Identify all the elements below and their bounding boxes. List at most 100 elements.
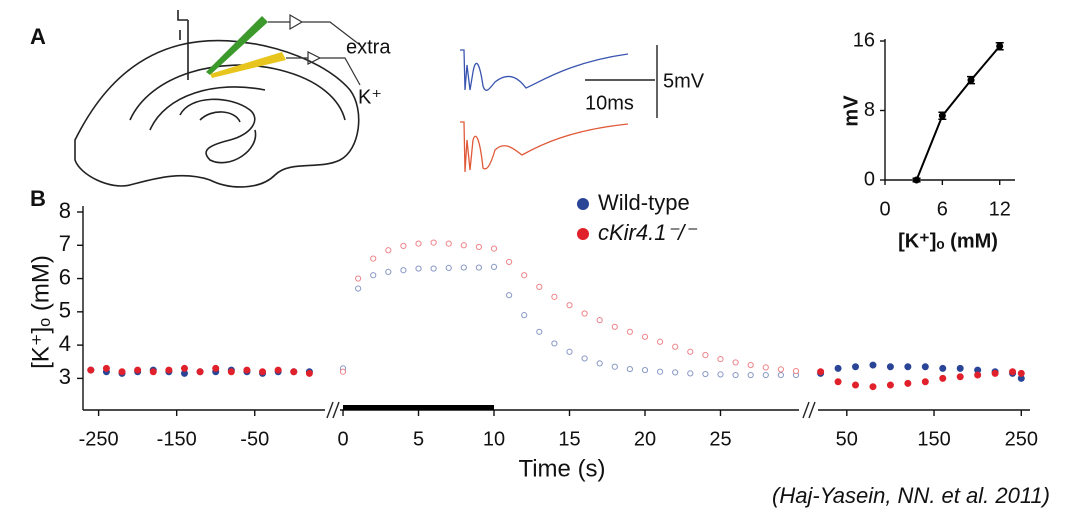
axis-breaks (326, 401, 816, 419)
point (702, 370, 709, 378)
x-tick-label: 150 (917, 428, 950, 450)
point (1017, 369, 1025, 377)
fit-line (915, 45, 1001, 181)
point (747, 361, 754, 369)
x-axis-label: Time (s) (518, 455, 605, 482)
point (1009, 368, 1017, 376)
point (626, 328, 633, 335)
point (536, 283, 543, 290)
point (370, 272, 377, 279)
x-tick-label: 5 (413, 428, 424, 450)
point (939, 374, 947, 382)
x-tick-label: 250 (1005, 428, 1038, 450)
amplifier-lines (268, 13, 361, 86)
point (415, 265, 422, 272)
point (938, 112, 946, 120)
point (974, 371, 982, 379)
point (762, 364, 769, 371)
point (212, 364, 220, 372)
point (921, 363, 929, 371)
point (672, 369, 679, 376)
legend-label: cKir4.1⁻/⁻ (598, 220, 698, 245)
citation: (Haj-Yasein, NN. et al. 2011) (772, 483, 1050, 508)
point (611, 363, 618, 370)
point (385, 247, 392, 254)
x-axis-label: [K⁺]ₒ (mM) (898, 230, 998, 252)
point (460, 264, 467, 271)
point (641, 366, 649, 374)
panel-label: A (30, 24, 46, 49)
point (118, 368, 126, 376)
point (290, 368, 298, 376)
point (385, 268, 392, 275)
x-tick-label: 0 (337, 428, 348, 450)
point (792, 367, 800, 375)
point (913, 176, 921, 184)
point (596, 360, 603, 367)
point (817, 368, 825, 376)
trace-red (460, 121, 629, 173)
point (445, 264, 452, 272)
point (339, 368, 347, 375)
point (551, 340, 558, 347)
point (460, 242, 467, 249)
y-tick-label: 16 (853, 29, 875, 51)
x-tick-label: 6 (937, 198, 948, 220)
point (956, 373, 964, 381)
point (904, 379, 912, 387)
point (886, 381, 894, 389)
point (490, 245, 498, 252)
point (777, 366, 784, 373)
scale-voltage-label: 5mV (663, 70, 705, 92)
x-tick-label: 12 (989, 198, 1011, 220)
point (939, 364, 947, 372)
point (921, 378, 929, 386)
point (581, 310, 588, 317)
point (475, 243, 483, 251)
legend-marker (577, 228, 589, 240)
point (400, 242, 407, 250)
point (566, 302, 573, 309)
trace-blue (460, 49, 629, 91)
point (149, 368, 157, 376)
label-extra: extra (346, 36, 391, 58)
point (626, 365, 633, 373)
point (687, 370, 694, 377)
x-tick-label: 25 (709, 428, 731, 450)
point (956, 364, 964, 372)
label-k: K⁺ (358, 86, 382, 108)
point (991, 369, 999, 377)
scale-time-label: 10ms (585, 92, 634, 114)
legend-label: Wild-type (598, 190, 690, 215)
point (732, 371, 739, 379)
point (672, 343, 679, 350)
y-tick-label: 7 (59, 231, 71, 256)
point (869, 383, 877, 391)
y-tick-label: 8 (864, 99, 875, 121)
point (732, 359, 739, 366)
point (852, 363, 860, 371)
point (506, 292, 513, 299)
x-tick-label: 10 (483, 428, 505, 450)
point (717, 371, 724, 378)
point (305, 369, 313, 377)
point (400, 267, 407, 274)
point (596, 317, 603, 324)
point (445, 240, 452, 247)
point (430, 239, 437, 246)
point (415, 240, 422, 247)
point (611, 323, 618, 330)
point (506, 258, 513, 266)
point (656, 338, 664, 345)
y-axis-label: [K⁺]ₒ (mM) (27, 255, 54, 369)
point (475, 264, 483, 271)
point (196, 368, 204, 376)
panel-label: B (30, 186, 46, 211)
x-tick-label: 20 (634, 428, 656, 450)
y-tick-label: 6 (59, 264, 71, 289)
point (996, 42, 1004, 50)
y-tick-label: 0 (864, 168, 875, 190)
point (180, 364, 188, 372)
point (641, 333, 649, 340)
